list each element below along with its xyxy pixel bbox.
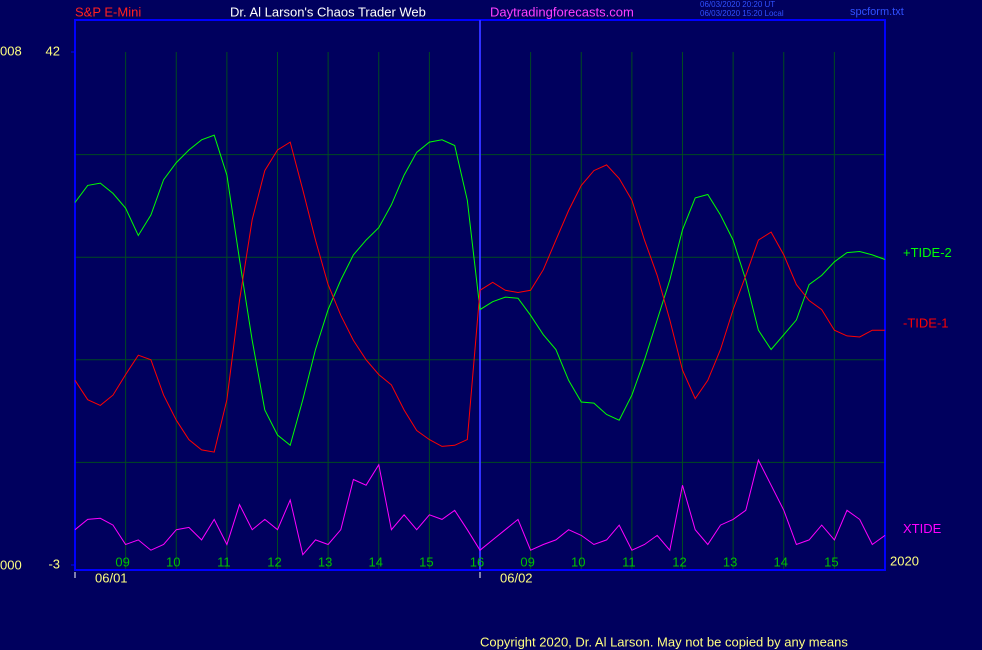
left-label: 008 xyxy=(0,43,22,58)
x-tick-label: 13 xyxy=(723,554,737,569)
x-tick-label: 13 xyxy=(318,554,332,569)
date-label: 06/02 xyxy=(500,570,533,585)
x-tick-label: 15 xyxy=(419,554,433,569)
stamp-local: 06/03/2020 15:20 Local xyxy=(700,9,784,18)
y-tick-label: 42 xyxy=(46,43,60,58)
series-label: -TIDE-1 xyxy=(903,316,949,331)
x-tick-label: 09 xyxy=(115,554,129,569)
x-tick-label: 14 xyxy=(369,554,383,569)
stamp-ut: 06/03/2020 20:20 UT xyxy=(700,0,775,9)
x-tick-label: 10 xyxy=(571,554,585,569)
x-tick-label: 15 xyxy=(824,554,838,569)
x-tick-label: 09 xyxy=(520,554,534,569)
year-label: 2020 xyxy=(890,553,919,568)
x-tick-label: 12 xyxy=(267,554,281,569)
header-center: Dr. Al Larson's Chaos Trader Web xyxy=(230,4,426,19)
header-left: S&P E-Mini xyxy=(75,4,141,19)
series-label: XTIDE xyxy=(903,521,942,536)
date-label: 06/01 xyxy=(95,570,128,585)
x-tick-label: 11 xyxy=(217,554,231,569)
footer: Copyright 2020, Dr. Al Larson. May not b… xyxy=(480,634,848,649)
x-tick-label: 12 xyxy=(672,554,686,569)
x-tick-label: 16 xyxy=(470,554,484,569)
x-tick-label: 10 xyxy=(166,554,180,569)
series-line xyxy=(74,141,885,453)
series-line xyxy=(74,458,886,556)
y-tick-label: -3 xyxy=(48,556,60,571)
file-name: spcform.txt xyxy=(850,6,904,18)
x-tick-label: 11 xyxy=(622,554,636,569)
header-site: Daytradingforecasts.com xyxy=(490,4,634,19)
series-line xyxy=(74,134,886,447)
left-label: 000 xyxy=(0,557,22,572)
series-label: +TIDE-2 xyxy=(903,245,952,260)
x-tick-label: 14 xyxy=(774,554,788,569)
